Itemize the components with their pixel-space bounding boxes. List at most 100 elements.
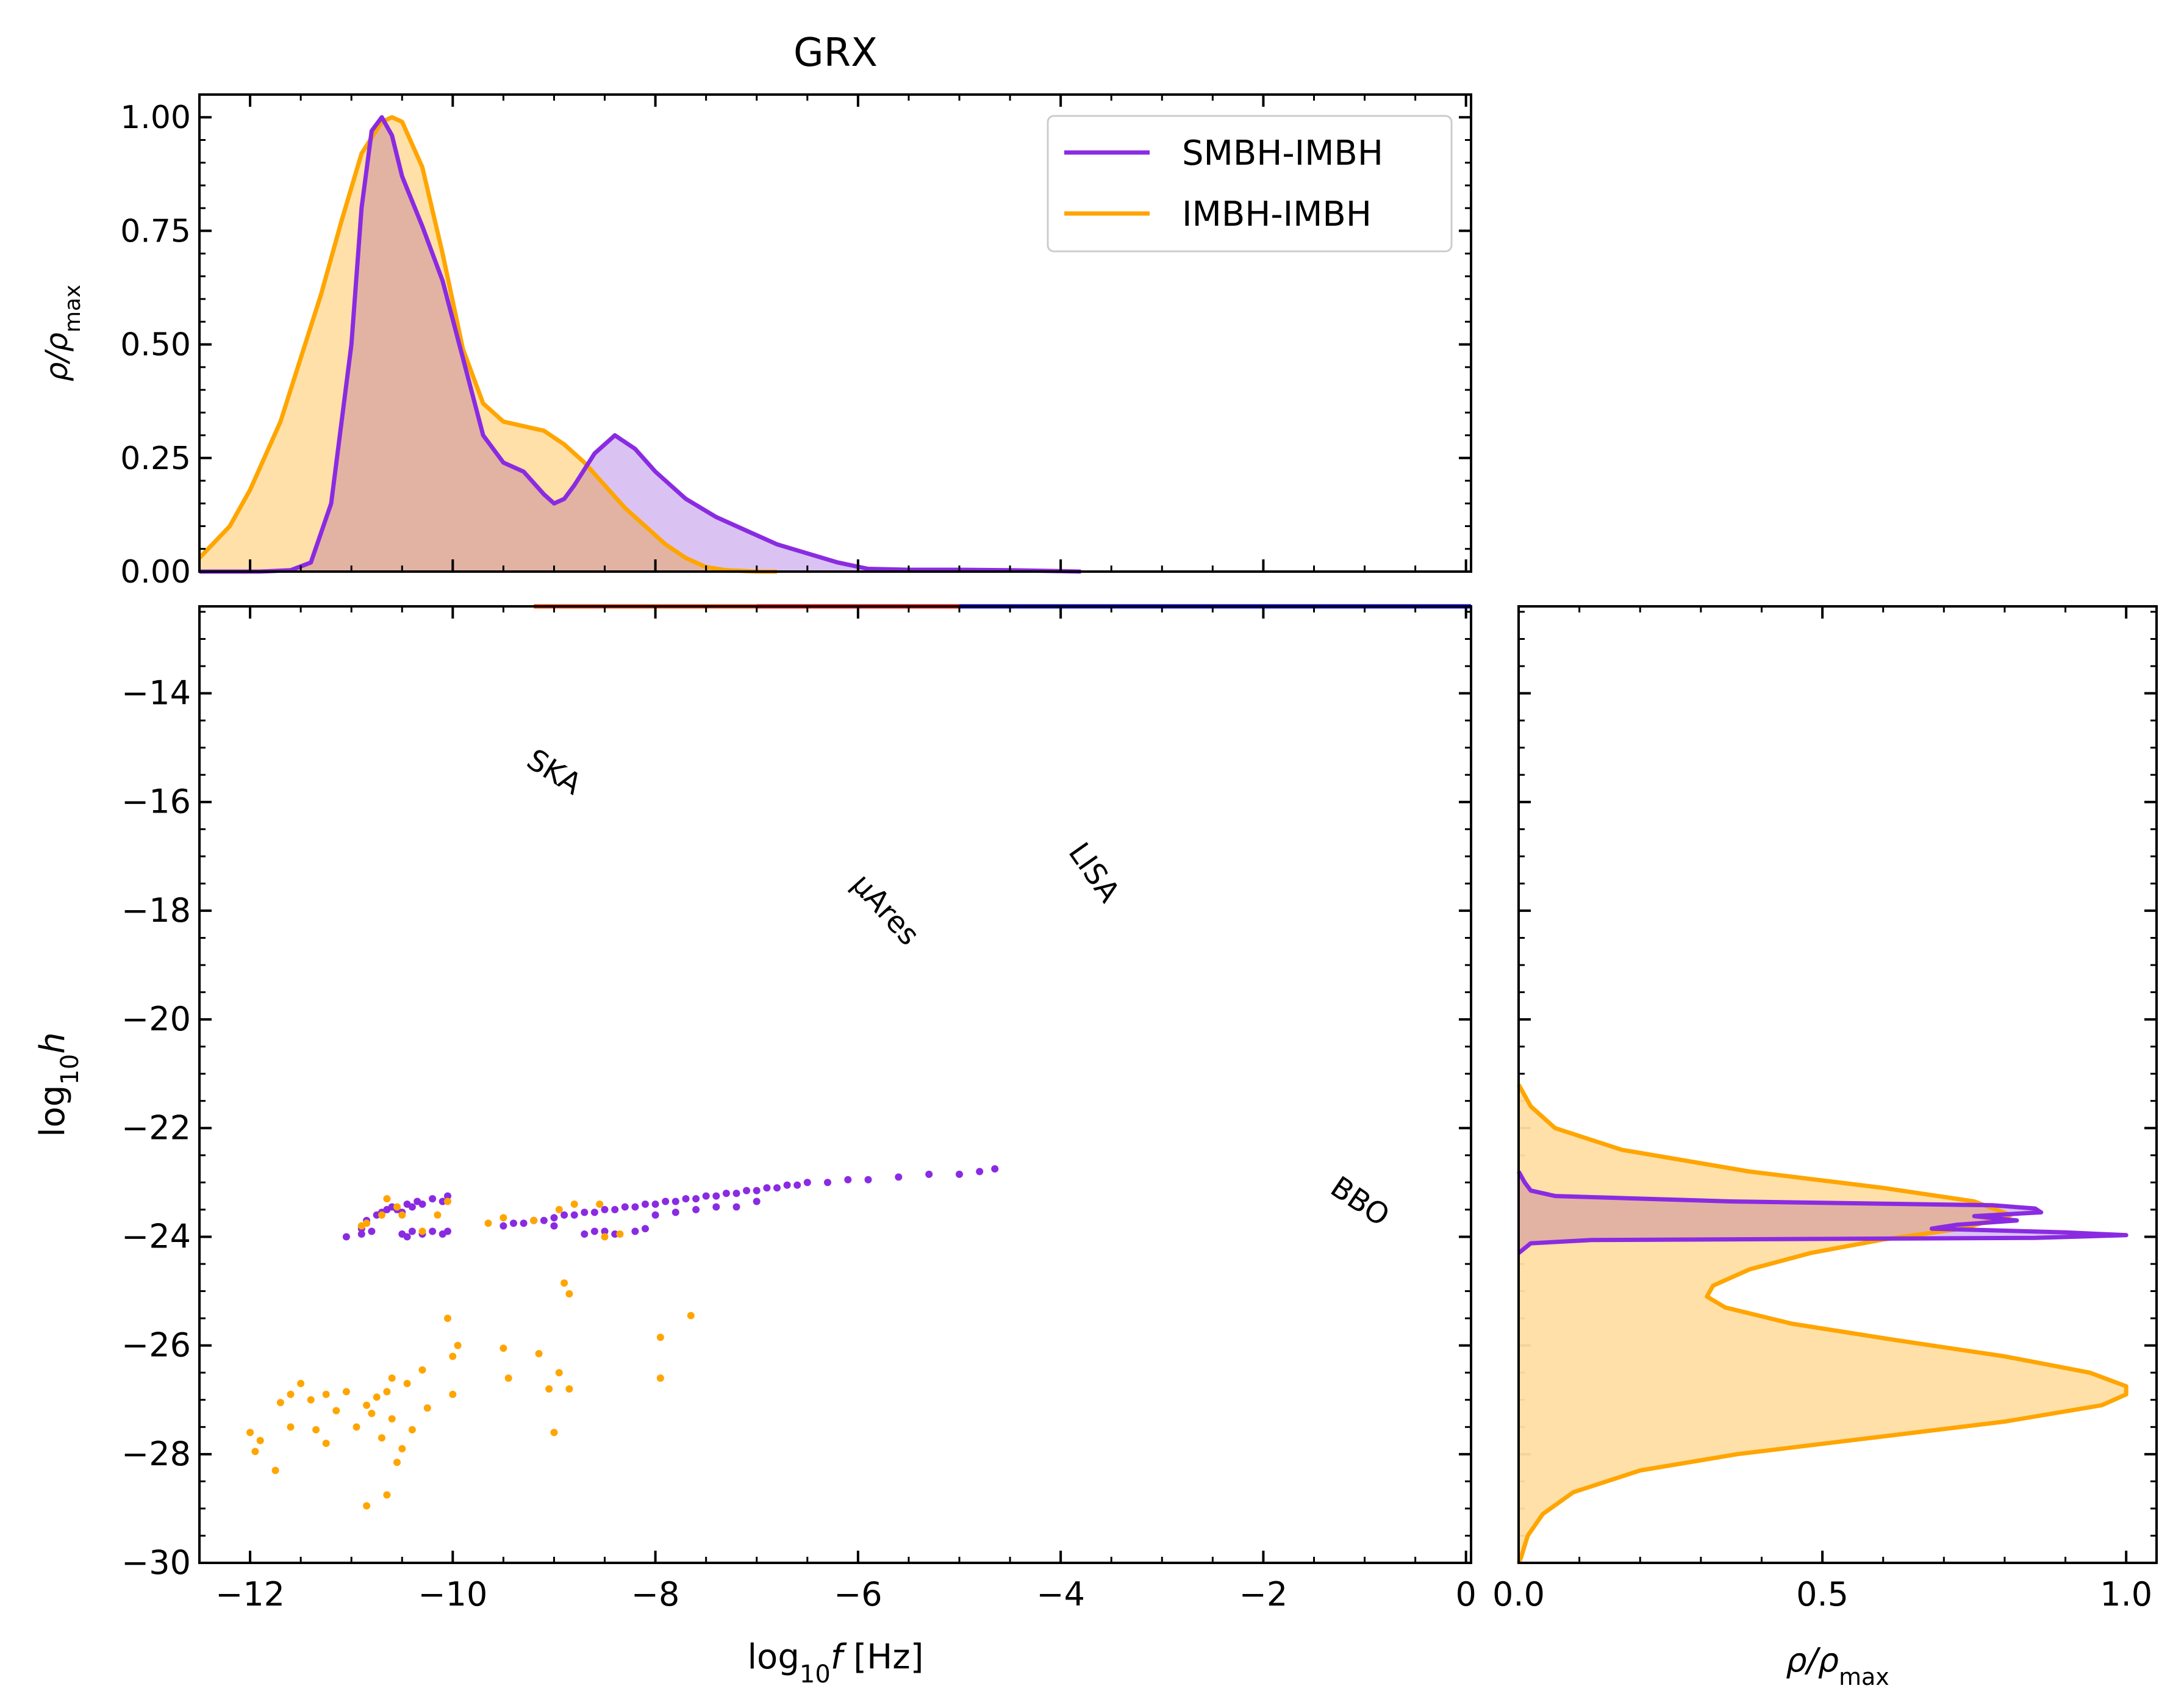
top-density-areas xyxy=(198,115,1081,574)
scatter-point-imbh-imbh xyxy=(373,1393,381,1401)
scatter-point-imbh-imbh xyxy=(444,1315,451,1323)
scatter-point-imbh-imbh xyxy=(287,1423,295,1431)
scatter-point-smbh-imbh xyxy=(682,1195,690,1203)
scatter-point-imbh-imbh xyxy=(454,1341,462,1349)
right-x-tick-label: 0.0 xyxy=(1492,1575,1545,1613)
main-y-tick-label: −30 xyxy=(121,1543,191,1582)
main-y-tick-label: −20 xyxy=(121,1000,191,1038)
scatter-point-imbh-imbh xyxy=(322,1440,330,1447)
scatter-point-smbh-imbh xyxy=(590,1208,598,1216)
scatter-point-imbh-imbh xyxy=(388,1374,396,1382)
scatter-point-smbh-imbh xyxy=(662,1197,670,1205)
scatter-point-smbh-imbh xyxy=(763,1184,771,1192)
scatter-point-imbh-imbh xyxy=(444,1197,451,1205)
right-x-tick-label: 1.0 xyxy=(2100,1575,2152,1613)
scatter-point-imbh-imbh xyxy=(307,1396,315,1404)
scatter-point-smbh-imbh xyxy=(925,1171,933,1178)
top-panel-frame xyxy=(198,93,1472,573)
scatter-point-imbh-imbh xyxy=(565,1385,573,1393)
top-axis-ticks: 0.00 0.25 0.50 0.75 1.00 xyxy=(120,95,1471,590)
scatter-point-smbh-imbh xyxy=(631,1227,639,1235)
scatter-point-imbh-imbh xyxy=(378,1434,385,1442)
scatter-point-smbh-imbh xyxy=(520,1219,528,1227)
scatter-point-imbh-imbh xyxy=(555,1205,563,1213)
scatter-point-imbh-imbh xyxy=(484,1219,492,1227)
scatter-point-imbh-imbh xyxy=(398,1211,406,1219)
scatter-point-smbh-imbh xyxy=(418,1201,426,1208)
right-line-imbh-imbh xyxy=(1516,1083,2129,1564)
main-y-label: log10h xyxy=(33,1032,84,1137)
scatter-point-imbh-imbh xyxy=(393,1203,401,1211)
scatter-point-smbh-imbh xyxy=(732,1203,740,1211)
scatter-point-smbh-imbh xyxy=(803,1179,811,1186)
top-density-panel: 0.00 0.25 0.50 0.75 1.00 ρ/ρmax SMBH-IMBH IM… xyxy=(39,93,1472,590)
scatter-point-imbh-imbh xyxy=(418,1227,426,1235)
scatter-point-imbh-imbh xyxy=(332,1407,340,1415)
scatter-point-smbh-imbh xyxy=(671,1197,679,1205)
main-panel-frame xyxy=(198,605,1472,1564)
scatter-point-smbh-imbh xyxy=(439,1197,446,1205)
scatter-point-smbh-imbh xyxy=(611,1230,619,1238)
scatter-point-smbh-imbh xyxy=(991,1165,999,1173)
scatter-point-smbh-imbh xyxy=(692,1195,700,1203)
scatter-point-smbh-imbh xyxy=(743,1186,751,1194)
main-axis-ticks: −12 −10 −8 −6 −4 −2 0−14−16−18−20−22−24−26−28−… xyxy=(121,606,2157,1613)
scatter-point-imbh-imbh xyxy=(393,1459,401,1466)
top-y-tick-label: 0.75 xyxy=(120,213,191,249)
right-density-panel: 0.0 0.5 1.0 ρ/ρmax xyxy=(1492,605,2158,1690)
scatter-point-smbh-imbh xyxy=(753,1186,761,1194)
legend-label-imbh-imbh: IMBH-IMBH xyxy=(1182,195,1372,234)
top-y-tick-label: 0.50 xyxy=(120,327,191,364)
scatter-point-smbh-imbh xyxy=(712,1192,720,1200)
scatter-point-imbh-imbh xyxy=(363,1401,371,1409)
top-y-tick-label: 1.00 xyxy=(120,99,191,136)
main-y-tick-label: −14 xyxy=(121,674,191,713)
scatter-point-imbh-imbh xyxy=(383,1388,391,1396)
scatter-point-imbh-imbh xyxy=(570,1201,578,1208)
scatter-point-imbh-imbh xyxy=(596,1201,604,1208)
scatter-point-smbh-imbh xyxy=(408,1203,416,1211)
scatter-point-imbh-imbh xyxy=(342,1388,350,1396)
scatter-point-smbh-imbh xyxy=(722,1190,730,1197)
scatter-point-smbh-imbh xyxy=(429,1195,437,1203)
scatter-point-imbh-imbh xyxy=(423,1404,431,1412)
scatter-point-imbh-imbh xyxy=(363,1502,371,1510)
scatter-point-smbh-imbh xyxy=(976,1168,984,1176)
main-y-tick-label: −22 xyxy=(121,1108,191,1147)
scatter-point-smbh-imbh xyxy=(368,1227,376,1235)
scatter-point-imbh-imbh xyxy=(560,1279,568,1287)
main-y-tick-label: −16 xyxy=(121,783,191,821)
legend-frame xyxy=(1047,115,1453,253)
scatter-point-smbh-imbh xyxy=(357,1230,365,1238)
scatter-point-imbh-imbh xyxy=(368,1410,376,1417)
scatter-point-imbh-imbh xyxy=(616,1230,624,1238)
scatter-point-imbh-imbh xyxy=(535,1350,543,1357)
scatter-point-smbh-imbh xyxy=(510,1219,517,1227)
scatter-point-smbh-imbh xyxy=(753,1197,761,1205)
scatter-point-smbh-imbh xyxy=(783,1181,791,1189)
scatter-point-imbh-imbh xyxy=(601,1233,609,1241)
scatter-point-smbh-imbh xyxy=(651,1201,659,1208)
scatter-point-imbh-imbh xyxy=(398,1445,406,1452)
scatter-point-smbh-imbh xyxy=(429,1227,437,1235)
scatter-point-imbh-imbh xyxy=(565,1290,573,1298)
scatter-point-imbh-imbh xyxy=(246,1429,254,1437)
right-area-overlap xyxy=(1519,1171,2008,1254)
main-x-tick-label: −6 xyxy=(834,1575,883,1613)
scatter-point-smbh-imbh xyxy=(403,1233,411,1241)
scatter-point-imbh-imbh xyxy=(687,1312,695,1319)
right-x-tick-label: 0.5 xyxy=(1796,1575,1849,1613)
scatter-point-imbh-imbh xyxy=(378,1211,385,1219)
top-area-overlap xyxy=(199,121,772,572)
main-y-tick-label: −18 xyxy=(121,891,191,930)
scatter-point-smbh-imbh xyxy=(444,1192,451,1200)
main-x-tick-label: −8 xyxy=(631,1575,680,1613)
scatter-point-smbh-imbh xyxy=(601,1205,609,1213)
scatter-point-imbh-imbh xyxy=(499,1344,507,1352)
scatter-point-imbh-imbh xyxy=(550,1429,558,1437)
scatter-point-imbh-imbh xyxy=(408,1426,416,1434)
scatter-point-smbh-imbh xyxy=(611,1205,619,1213)
scatter-point-imbh-imbh xyxy=(434,1211,442,1219)
scatter-point-imbh-imbh xyxy=(383,1195,391,1203)
scatter-point-smbh-imbh xyxy=(560,1211,568,1219)
